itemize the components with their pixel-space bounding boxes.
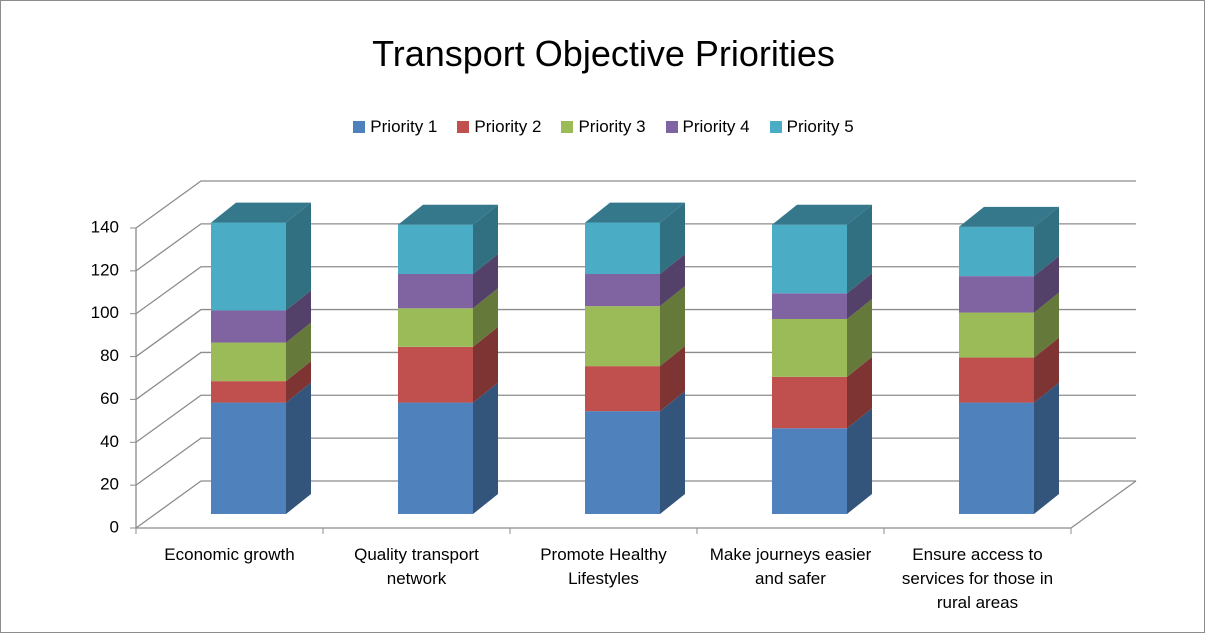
bar-side <box>286 361 311 403</box>
bar-top <box>959 206 1059 227</box>
bar-side <box>1034 337 1059 403</box>
bar-side <box>286 290 311 343</box>
y-tick-label: 120 <box>91 260 119 279</box>
bar-side <box>1034 292 1059 358</box>
legend-label: Priority 5 <box>786 117 854 136</box>
bar <box>398 346 473 403</box>
bar <box>959 226 1034 277</box>
x-tick-label: Quality transport network <box>354 545 479 588</box>
bar-side <box>660 346 685 412</box>
bar <box>959 357 1034 403</box>
bar-side <box>847 273 872 319</box>
legend-item: Priority 2 <box>457 117 541 137</box>
y-tick-label: 60 <box>100 389 119 408</box>
y-tick-label: 100 <box>91 303 119 322</box>
bar <box>959 276 1034 313</box>
grid-line <box>135 180 1136 229</box>
bar-side <box>1034 256 1059 313</box>
bar-side <box>286 382 311 514</box>
bar-side <box>660 391 685 514</box>
bar <box>772 293 847 319</box>
bar <box>585 222 660 274</box>
bar-side <box>847 408 872 514</box>
bar <box>398 224 473 274</box>
bar <box>959 312 1034 358</box>
chart-title: Transport Objective Priorities <box>372 33 835 74</box>
bar-side <box>660 202 685 274</box>
bar <box>772 319 847 377</box>
bar-side <box>660 286 685 367</box>
legend-item: Priority 5 <box>769 117 854 137</box>
bar <box>211 402 286 514</box>
bar <box>772 376 847 429</box>
bar <box>772 224 847 294</box>
bar <box>585 366 660 412</box>
bar-side <box>473 382 498 514</box>
bar <box>211 342 286 382</box>
bar-top <box>772 204 872 225</box>
bar-side <box>473 254 498 309</box>
bar <box>211 310 286 343</box>
bar <box>585 411 660 514</box>
bar <box>398 402 473 514</box>
bar <box>398 274 473 309</box>
legend-swatch <box>561 121 574 133</box>
legend-label: Priority 3 <box>578 117 646 136</box>
bar <box>585 306 660 367</box>
bar-top <box>585 202 685 223</box>
floor-edge <box>135 228 1137 529</box>
bar-top <box>398 204 498 225</box>
bar-side <box>660 254 685 307</box>
legend-swatch <box>665 121 678 133</box>
bar-side <box>286 322 311 382</box>
legend-label: Priority 4 <box>682 117 750 136</box>
bar <box>211 222 286 311</box>
bar <box>585 274 660 307</box>
y-tick-label: 20 <box>100 475 119 494</box>
bar <box>772 428 847 514</box>
bar-side <box>847 356 872 429</box>
legend-swatch <box>769 121 782 133</box>
bar-side <box>1034 206 1059 277</box>
legend-swatch <box>457 121 470 133</box>
bar-side <box>847 204 872 294</box>
legend-item: Priority 4 <box>665 117 750 137</box>
bar-side <box>1034 382 1059 514</box>
legend-label: Priority 2 <box>474 117 542 136</box>
x-tick-label: Make journeys easier and safer <box>709 545 872 588</box>
bar <box>398 308 473 347</box>
bar <box>211 381 286 403</box>
y-tick-label: 140 <box>91 217 119 236</box>
legend-item: Priority 1 <box>353 117 437 137</box>
legend-label: Priority 1 <box>370 117 438 136</box>
x-tick-label: Economic growth <box>164 545 295 564</box>
x-tick-label: Promote Healthy Lifestyles <box>540 545 667 588</box>
y-tick-label: 80 <box>100 346 119 365</box>
bar-side <box>473 326 498 403</box>
legend-swatch <box>353 121 366 133</box>
x-tick-label: Ensure access to services for those in r… <box>901 545 1054 612</box>
bar-side <box>473 288 498 347</box>
bar-top <box>211 202 311 223</box>
bar-side <box>473 204 498 274</box>
legend: Priority 1 Priority 2 Priority 3 Priority 4… <box>1 117 1205 137</box>
bar-side <box>286 202 311 311</box>
legend-item: Priority 3 <box>561 117 646 137</box>
y-tick-label: 0 <box>110 517 119 536</box>
bar <box>959 402 1034 514</box>
bar-side <box>847 299 872 377</box>
y-tick-label: 40 <box>100 432 119 451</box>
